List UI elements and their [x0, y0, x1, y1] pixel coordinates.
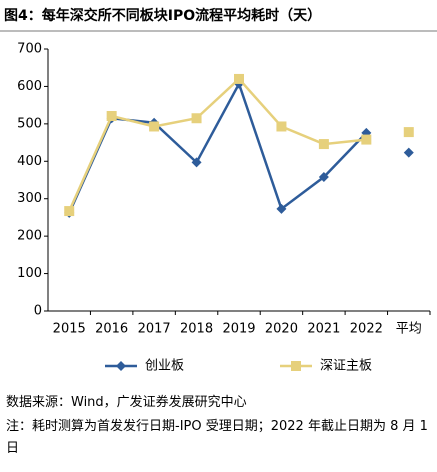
- marker: [276, 121, 287, 132]
- x-tick-label: 2015: [53, 322, 86, 337]
- chart-title: 图4：每年深交所不同板块IPO流程平均耗时（天）: [4, 7, 321, 24]
- source: 数据来源：Wind，广发证券发展研究中心: [6, 395, 247, 410]
- y-tick-label: 400: [17, 154, 42, 169]
- x-tick-label: 2022: [350, 322, 383, 337]
- chart: 图4：每年深交所不同板块IPO流程平均耗时（天） 0 100 200 300 400 50…: [0, 7, 437, 374]
- series-line: [68, 77, 367, 212]
- marker: [116, 361, 126, 371]
- marker: [291, 361, 301, 371]
- x-tick-label: 平均: [396, 322, 422, 337]
- marker: [403, 127, 414, 138]
- x-tick-label: 2019: [222, 322, 255, 337]
- marker: [191, 113, 202, 124]
- legend-label: 创业板: [145, 359, 184, 374]
- legend-label: 深证主板: [320, 359, 372, 374]
- marker: [318, 172, 329, 183]
- x-tick-label: 2017: [138, 322, 171, 337]
- marker: [191, 157, 202, 168]
- marker: [234, 73, 244, 84]
- marker: [403, 147, 414, 158]
- marker: [276, 203, 287, 214]
- x-tick-label: 2020: [265, 322, 298, 337]
- x-tick-label: 2016: [95, 322, 128, 337]
- note: 注：耗时测算为首发发行日期-IPO 受理日期；2022 年截止日期为 8 月 1…: [6, 419, 428, 456]
- y-tick-label: 700: [17, 42, 42, 57]
- y-tick-label: 100: [17, 266, 42, 281]
- marker: [64, 206, 75, 217]
- x-tick-label: 2018: [180, 322, 213, 337]
- marker: [318, 139, 329, 150]
- y-tick-label: 600: [17, 79, 42, 94]
- marker: [106, 110, 117, 121]
- y-tick-label: 300: [17, 191, 42, 206]
- marker: [361, 134, 372, 145]
- y-tick-label: 0: [34, 304, 42, 319]
- y-tick-label: 200: [17, 229, 42, 244]
- y-tick-label: 500: [17, 116, 42, 131]
- x-tick-label: 2021: [307, 322, 340, 337]
- marker: [149, 121, 160, 132]
